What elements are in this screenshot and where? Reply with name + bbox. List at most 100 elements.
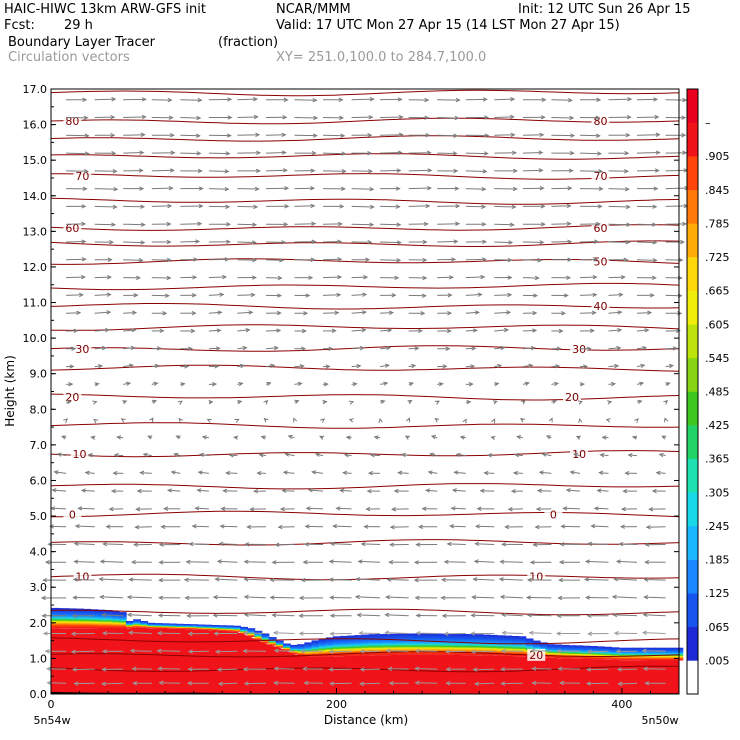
wind-vector-head bbox=[312, 133, 318, 138]
wind-vector-head bbox=[272, 630, 279, 636]
contour-label: 70 bbox=[75, 170, 89, 183]
wind-vector-head bbox=[511, 204, 517, 210]
contour-label-bg bbox=[63, 508, 82, 521]
tracer-transition-cell bbox=[582, 645, 591, 659]
wind-vector-head bbox=[386, 345, 392, 351]
tracer-transition-cell bbox=[375, 634, 384, 656]
wind-vector-head bbox=[538, 168, 544, 173]
tracer-transition-cell bbox=[225, 625, 234, 632]
wind-vector-head bbox=[597, 204, 603, 209]
wind-vector-head bbox=[507, 275, 513, 280]
wind-vector bbox=[54, 471, 67, 474]
wind-vector-head bbox=[298, 595, 304, 601]
tracer-transition-cell bbox=[147, 622, 156, 629]
wind-vector-head bbox=[594, 239, 600, 244]
wind-vector-head bbox=[323, 382, 329, 387]
wind-vector-head bbox=[212, 613, 218, 618]
wind-vector-head bbox=[340, 133, 346, 138]
wind-vector-head bbox=[536, 488, 542, 493]
wind-vector bbox=[636, 241, 657, 244]
wind-vector-head bbox=[187, 631, 193, 636]
forecast-label: Fcst: bbox=[4, 18, 35, 33]
wind-vector bbox=[380, 241, 401, 244]
tracer-transition-cell bbox=[204, 624, 213, 630]
wind-vector-head bbox=[359, 667, 365, 672]
wind-vector bbox=[608, 98, 632, 101]
wind-vector-head bbox=[385, 648, 391, 653]
tracer-transition-cell bbox=[97, 609, 106, 629]
wind-vector-head bbox=[655, 150, 661, 155]
tracer-transition-cell bbox=[475, 634, 484, 656]
wind-vector-head bbox=[645, 524, 651, 530]
wind-vector bbox=[94, 205, 117, 208]
wind-vector-head bbox=[197, 97, 203, 103]
wind-vector-head bbox=[279, 258, 285, 263]
wind-vector bbox=[244, 561, 267, 563]
x-axis-title: Distance (km) bbox=[324, 713, 408, 727]
wind-vector-head bbox=[534, 275, 540, 281]
wind-vector-head bbox=[592, 274, 598, 280]
wind-vector-head bbox=[328, 649, 334, 654]
wind-vector-head bbox=[678, 257, 684, 263]
wind-vector-head bbox=[328, 559, 334, 564]
wind-vector bbox=[94, 188, 118, 190]
wind-vector-head bbox=[358, 630, 364, 636]
wind-vector-head bbox=[422, 275, 428, 281]
contour-label: 20 bbox=[565, 391, 579, 404]
wind-vector-head bbox=[56, 452, 62, 457]
wind-vector bbox=[380, 116, 403, 118]
wind-vector-head bbox=[101, 631, 107, 636]
wind-vector-head bbox=[494, 382, 500, 387]
wind-vector bbox=[322, 152, 346, 155]
wind-vector-head bbox=[492, 400, 498, 405]
colorbar-label: .605 bbox=[705, 318, 730, 331]
wind-vector-head bbox=[193, 257, 199, 262]
wind-vector bbox=[636, 347, 647, 350]
wind-vector-head bbox=[273, 648, 279, 653]
tracer-transition-cell bbox=[504, 635, 513, 656]
wind-vector-head bbox=[366, 488, 372, 494]
wind-vector-head bbox=[601, 435, 607, 440]
wind-vector bbox=[127, 614, 152, 617]
wind-vector-head bbox=[482, 97, 488, 102]
wind-vector-head bbox=[42, 631, 48, 636]
wind-vector-head bbox=[655, 470, 661, 476]
tracer-transition-cell bbox=[61, 608, 70, 629]
wind-vector-head bbox=[110, 114, 116, 120]
wind-vector bbox=[608, 276, 625, 279]
wind-vector-head bbox=[168, 115, 174, 120]
wind-vector-head bbox=[446, 541, 452, 547]
wind-vector-head bbox=[63, 418, 68, 423]
wind-vector bbox=[522, 134, 544, 136]
wind-vector-head bbox=[617, 681, 623, 686]
colorbar-label: .125 bbox=[705, 587, 730, 600]
tracer-transition-cell bbox=[482, 634, 491, 656]
wind-vector-head bbox=[107, 257, 113, 262]
wind-vector-head bbox=[303, 680, 309, 686]
wind-vector-head bbox=[592, 292, 598, 298]
wind-vector-head bbox=[130, 559, 136, 565]
cross-section-endpoints: XY= 251.0,100.0 to 284.7,100.0 bbox=[276, 50, 487, 65]
wind-vector-head bbox=[532, 310, 538, 316]
wind-vector-head bbox=[40, 595, 46, 601]
wind-vector bbox=[322, 276, 342, 279]
wind-vector-head bbox=[126, 612, 132, 618]
wind-vector-head bbox=[644, 542, 650, 547]
wind-vector-head bbox=[365, 257, 371, 262]
wind-vector bbox=[380, 223, 401, 226]
wind-vector-head bbox=[652, 258, 658, 263]
wind-vector-head bbox=[216, 559, 222, 564]
wind-vector bbox=[494, 223, 514, 226]
wind-vector-head bbox=[453, 239, 459, 244]
wind-vector bbox=[380, 152, 402, 154]
tracer-transition-cell bbox=[404, 633, 413, 655]
wind-vector-head bbox=[216, 328, 222, 333]
wind-vector-head bbox=[100, 681, 106, 686]
wind-vector bbox=[618, 682, 638, 685]
wind-vector bbox=[208, 276, 227, 279]
colorbar-swatch bbox=[687, 559, 698, 594]
wind-vector-head bbox=[665, 382, 671, 387]
wind-vector-head bbox=[438, 382, 444, 387]
wind-vector bbox=[587, 668, 609, 671]
wind-vector-head bbox=[620, 275, 626, 280]
